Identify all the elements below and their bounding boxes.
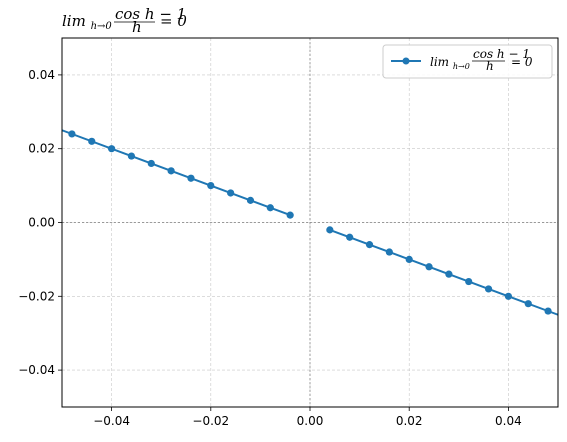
data-point <box>524 300 532 308</box>
x-tick-label: 0.02 <box>396 414 423 428</box>
legend-lim: lim <box>430 55 449 69</box>
data-point <box>246 196 255 204</box>
data-point <box>127 152 136 160</box>
zero-reference-lines <box>62 38 558 407</box>
legend: lim h→0 cos h − 1 h = 0 <box>382 44 553 79</box>
data-point <box>88 137 96 145</box>
data-point <box>484 285 493 293</box>
y-tick-label: −0.04 <box>18 363 55 377</box>
data-point <box>504 292 512 300</box>
data-point <box>405 255 413 263</box>
data-point <box>187 174 195 182</box>
plot-area <box>61 129 559 316</box>
data-point <box>227 189 235 197</box>
x-tick-label: 0.00 <box>297 414 324 428</box>
data-point <box>167 167 175 175</box>
data-point <box>445 270 453 278</box>
series-line-segment <box>61 129 291 217</box>
legend-sub: h→0 <box>453 62 470 71</box>
chart-title: lim h→0 cos h − 1 h = 0 <box>62 5 187 36</box>
svg-text:lim h→0: lim h→0 <box>430 55 470 71</box>
data-point <box>346 233 354 241</box>
y-tick-label: 0.02 <box>28 142 55 156</box>
data-point <box>465 277 473 286</box>
x-tick-label: −0.04 <box>93 414 130 428</box>
legend-denominator: h <box>486 59 494 73</box>
legend-marker-sample <box>402 57 410 65</box>
x-tick-label: 0.04 <box>495 414 522 428</box>
series-line-segment <box>329 228 559 316</box>
y-tick-label: −0.02 <box>18 289 55 303</box>
axis-ticks: −0.04 −0.02 0.00 0.02 0.04 −0.04 −0.02 0.00 0.02… <box>18 68 522 428</box>
data-point <box>108 145 116 153</box>
data-point <box>365 241 374 249</box>
legend-rhs: = 0 <box>511 55 533 69</box>
title-rhs: = 0 <box>160 12 187 30</box>
y-tick-label: 0.00 <box>28 216 55 230</box>
data-point <box>544 307 552 315</box>
title-sub: h→0 <box>91 21 113 32</box>
legend-numerator: cos h − 1 <box>473 47 530 61</box>
data-point <box>385 248 393 256</box>
title-denominator: h <box>132 18 142 36</box>
y-tick-label: 0.04 <box>28 68 55 82</box>
data-point <box>326 226 334 234</box>
data-point <box>207 182 215 190</box>
legend-box <box>382 44 553 79</box>
data-point <box>425 263 433 271</box>
title-lim: lim <box>62 12 86 30</box>
svg-text:lim h→0: lim h→0 <box>62 12 112 32</box>
x-tick-label: −0.02 <box>192 414 229 428</box>
data-point <box>68 130 76 138</box>
title-numerator: cos h − 1 <box>115 5 186 23</box>
data-point <box>147 159 155 168</box>
data-point <box>286 211 294 219</box>
data-point <box>266 204 274 212</box>
